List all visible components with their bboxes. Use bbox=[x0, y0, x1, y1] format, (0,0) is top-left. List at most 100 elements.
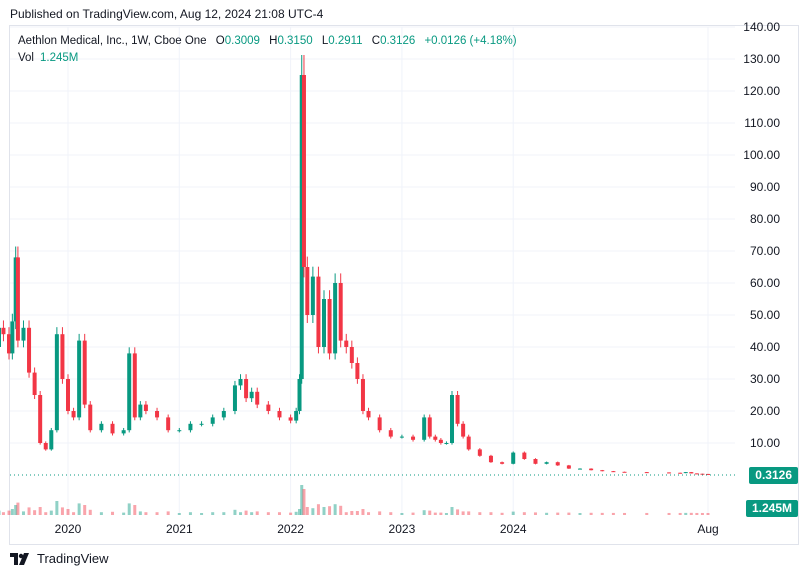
volume-bar bbox=[522, 512, 526, 515]
volume-bar bbox=[177, 513, 181, 515]
volume-bar bbox=[72, 512, 76, 515]
candle-body bbox=[399, 436, 404, 438]
candle-body bbox=[255, 391, 260, 405]
candle-body bbox=[77, 340, 82, 418]
candle-body bbox=[349, 347, 354, 363]
candle-body bbox=[299, 75, 304, 379]
candle-body bbox=[43, 443, 48, 450]
volume-bar bbox=[55, 501, 59, 515]
volume-bar bbox=[600, 512, 604, 515]
y-tick-label: 40.00 bbox=[750, 340, 780, 354]
legend-high-label: H bbox=[269, 35, 278, 47]
candle-body bbox=[82, 340, 87, 405]
candle-body bbox=[338, 283, 343, 341]
x-axis-ticks: 2020 2021 2022 2023 2024 Aug bbox=[55, 522, 719, 536]
volume-bar bbox=[684, 512, 688, 515]
volume-bar bbox=[367, 512, 371, 515]
candle-body bbox=[433, 436, 438, 440]
x-tick-label: 2022 bbox=[277, 522, 304, 536]
volume-badge: 1.245M bbox=[745, 500, 798, 517]
candle-body bbox=[138, 404, 143, 418]
volume-bar bbox=[556, 512, 560, 515]
y-tick-label: 140.00 bbox=[743, 20, 780, 34]
volume-bar bbox=[300, 485, 304, 515]
candle-body bbox=[110, 423, 115, 434]
tradingview-logo[interactable]: TradingView bbox=[10, 551, 109, 566]
volume-bar bbox=[333, 504, 337, 515]
candle-body bbox=[522, 452, 527, 459]
candle-body bbox=[455, 395, 460, 424]
candle-body bbox=[0, 327, 1, 347]
candle-body bbox=[500, 462, 505, 464]
candle-body bbox=[377, 417, 382, 431]
volume-bar bbox=[16, 502, 20, 515]
volume-bar bbox=[428, 510, 432, 515]
candle-body bbox=[488, 455, 493, 463]
volume-bar bbox=[433, 512, 437, 515]
volume-bar bbox=[461, 511, 465, 515]
candle-body bbox=[706, 473, 710, 475]
volume-value: 1.245M bbox=[40, 52, 79, 64]
candle-body bbox=[355, 363, 360, 379]
volume-bar bbox=[500, 512, 504, 515]
y-tick-label: 130.00 bbox=[743, 52, 780, 66]
candle-body bbox=[366, 411, 371, 418]
candle-body bbox=[461, 423, 466, 437]
legend-open-label: O bbox=[215, 35, 225, 47]
candle-body bbox=[344, 340, 349, 347]
volume-bar bbox=[255, 511, 259, 515]
tradingview-icon bbox=[10, 552, 29, 565]
volume-bar bbox=[511, 511, 515, 515]
volume-bar bbox=[250, 512, 254, 515]
candle-body bbox=[15, 257, 20, 341]
candle-body bbox=[88, 404, 93, 431]
volume-bar bbox=[188, 512, 192, 515]
volume-bar bbox=[111, 511, 115, 515]
volume-bar bbox=[155, 512, 159, 515]
volume-bar bbox=[14, 505, 18, 515]
candle-body bbox=[71, 411, 76, 418]
volume-bar bbox=[99, 512, 103, 515]
volume-bar bbox=[311, 508, 315, 515]
candle-body bbox=[694, 473, 699, 475]
volume-bar bbox=[60, 507, 64, 515]
volume-bar bbox=[33, 510, 37, 515]
legend-high: 0.3150 bbox=[277, 35, 313, 47]
candle-body bbox=[177, 430, 182, 432]
published-caption: Published on TradingView.com, Aug 12, 20… bbox=[10, 7, 324, 21]
legend-open: 0.3009 bbox=[224, 35, 260, 47]
candle-body bbox=[60, 334, 65, 379]
brand-name: TradingView bbox=[37, 551, 109, 566]
volume-bar bbox=[400, 513, 404, 515]
volume-bar bbox=[316, 504, 320, 515]
chart-legend: Aethlon Medical, Inc., 1W, Cboe One O0.3… bbox=[18, 35, 517, 47]
y-tick-label: 110.00 bbox=[744, 116, 780, 130]
volume-bar bbox=[450, 507, 454, 515]
candle-body bbox=[38, 395, 43, 443]
volume-bars bbox=[0, 485, 710, 515]
last-price-badge: 0.3126 bbox=[749, 467, 798, 484]
x-tick-label: 2023 bbox=[389, 522, 416, 536]
candle-body bbox=[438, 439, 443, 443]
y-tick-label: 10.00 bbox=[750, 436, 780, 450]
volume-bar bbox=[127, 503, 131, 515]
volume-bar bbox=[222, 512, 226, 515]
candle-body bbox=[589, 468, 594, 471]
y-tick-label: 30.00 bbox=[750, 372, 780, 386]
candle-body bbox=[477, 449, 482, 456]
candle-body bbox=[10, 321, 15, 354]
candle-body bbox=[689, 472, 694, 474]
volume-bar bbox=[298, 509, 302, 515]
volume-bar bbox=[389, 512, 393, 515]
candle-body bbox=[360, 379, 365, 411]
volume-bar bbox=[567, 512, 571, 515]
volume-bar bbox=[611, 512, 615, 515]
candle-body bbox=[1, 327, 6, 335]
candle-body bbox=[316, 276, 321, 347]
candle-body bbox=[210, 417, 215, 424]
candle-body bbox=[121, 430, 126, 434]
legend-close: 0.3126 bbox=[380, 35, 416, 47]
volume-bar bbox=[77, 503, 81, 515]
volume-bar bbox=[277, 512, 281, 515]
